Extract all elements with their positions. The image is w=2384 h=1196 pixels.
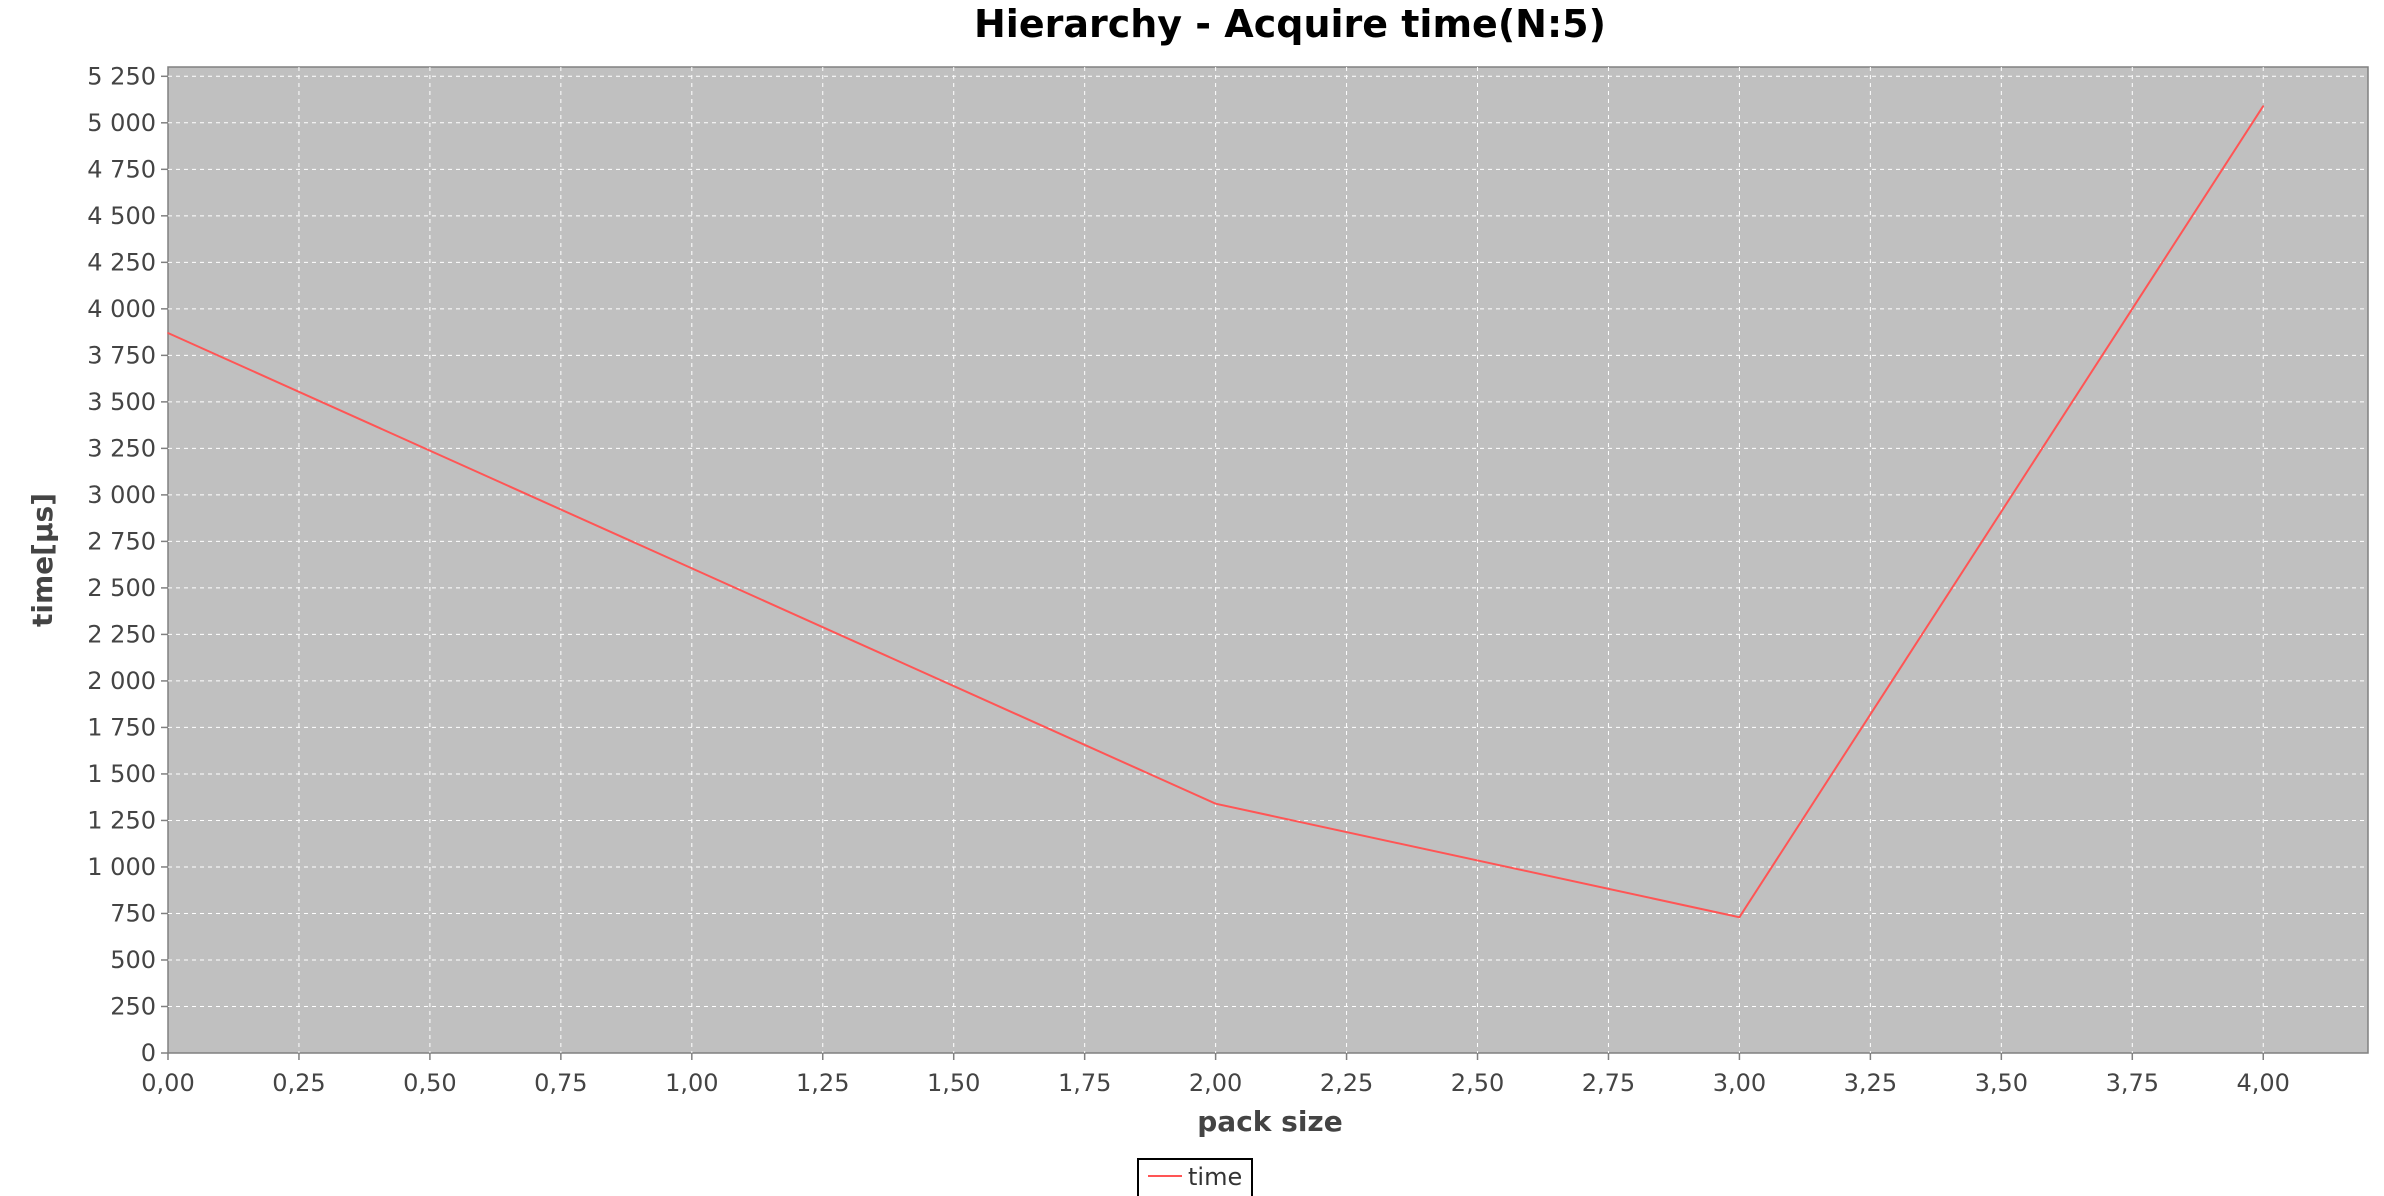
legend-label: time [1188,1163,1242,1191]
y-tick-label: 5 250 [87,62,156,90]
y-tick-label: 4 000 [87,295,156,323]
x-tick-label: 0,00 [141,1069,194,1097]
x-tick-label: 1,25 [796,1069,849,1097]
y-tick-label: 1 750 [87,713,156,741]
y-tick-label: 5 000 [87,109,156,137]
y-tick-label: 3 750 [87,341,156,369]
x-tick-label: 0,25 [272,1069,325,1097]
x-tick-label: 0,75 [534,1069,587,1097]
series-line-time [167,105,2265,919]
y-tick-label: 2 000 [87,667,156,695]
x-tick-label: 3,25 [1844,1069,1897,1097]
legend-box [1137,1158,1253,1196]
y-tick-label: 3 500 [87,388,156,416]
x-tick-label: 1,00 [665,1069,718,1097]
x-tick-label: 3,00 [1713,1069,1766,1097]
y-axis-label: time[µs] [26,493,59,627]
y-tick-label: 4 500 [87,202,156,230]
data-point [1738,916,1741,918]
x-tick-label: 2,00 [1189,1069,1242,1097]
y-tick-label: 0 [141,1039,156,1067]
x-tick-label: 3,50 [1975,1069,2028,1097]
y-tick-label: 1 000 [87,853,156,881]
x-tick-label: 4,00 [2237,1069,2290,1097]
x-axis-label: pack size [1197,1105,1342,1138]
y-tick-label: 250 [110,992,156,1020]
y-tick-label: 2 500 [87,574,156,602]
legend: time [1137,1158,1253,1196]
x-tick-label: 2,50 [1451,1069,1504,1097]
series-layer [167,105,2265,919]
y-axis: 0 250 500 750 1 000 1 250 1 500 1 750 2 000 2 250… [87,62,168,1067]
data-point [1214,802,1217,805]
grid-lines [168,67,2368,1053]
y-tick-label: 2 250 [87,620,156,648]
chart-title: Hierarchy - Acquire time(N:5) [974,2,1606,46]
x-tick-label: 3,75 [2106,1069,2159,1097]
x-tick-label: 1,50 [927,1069,980,1097]
y-tick-label: 1 500 [87,760,156,788]
x-axis: 0,00 0,25 0,50 0,75 1,00 1,25 1,50 1,75 2,00 2,25… [141,1053,2290,1097]
data-point [2262,105,2265,107]
y-tick-label: 2 750 [87,527,156,555]
x-tick-label: 2,25 [1320,1069,1373,1097]
plot-area [167,66,2369,1054]
y-tick-label: 4 750 [87,155,156,183]
x-tick-label: 2,75 [1582,1069,1635,1097]
y-tick-label: 3 250 [87,434,156,462]
x-tick-label: 1,75 [1058,1069,1111,1097]
y-tick-label: 750 [110,899,156,927]
y-tick-label: 500 [110,946,156,974]
y-tick-label: 3 000 [87,481,156,509]
y-tick-label: 4 250 [87,248,156,276]
y-tick-label: 1 250 [87,806,156,834]
x-tick-label: 0,50 [403,1069,456,1097]
data-point [167,332,169,334]
